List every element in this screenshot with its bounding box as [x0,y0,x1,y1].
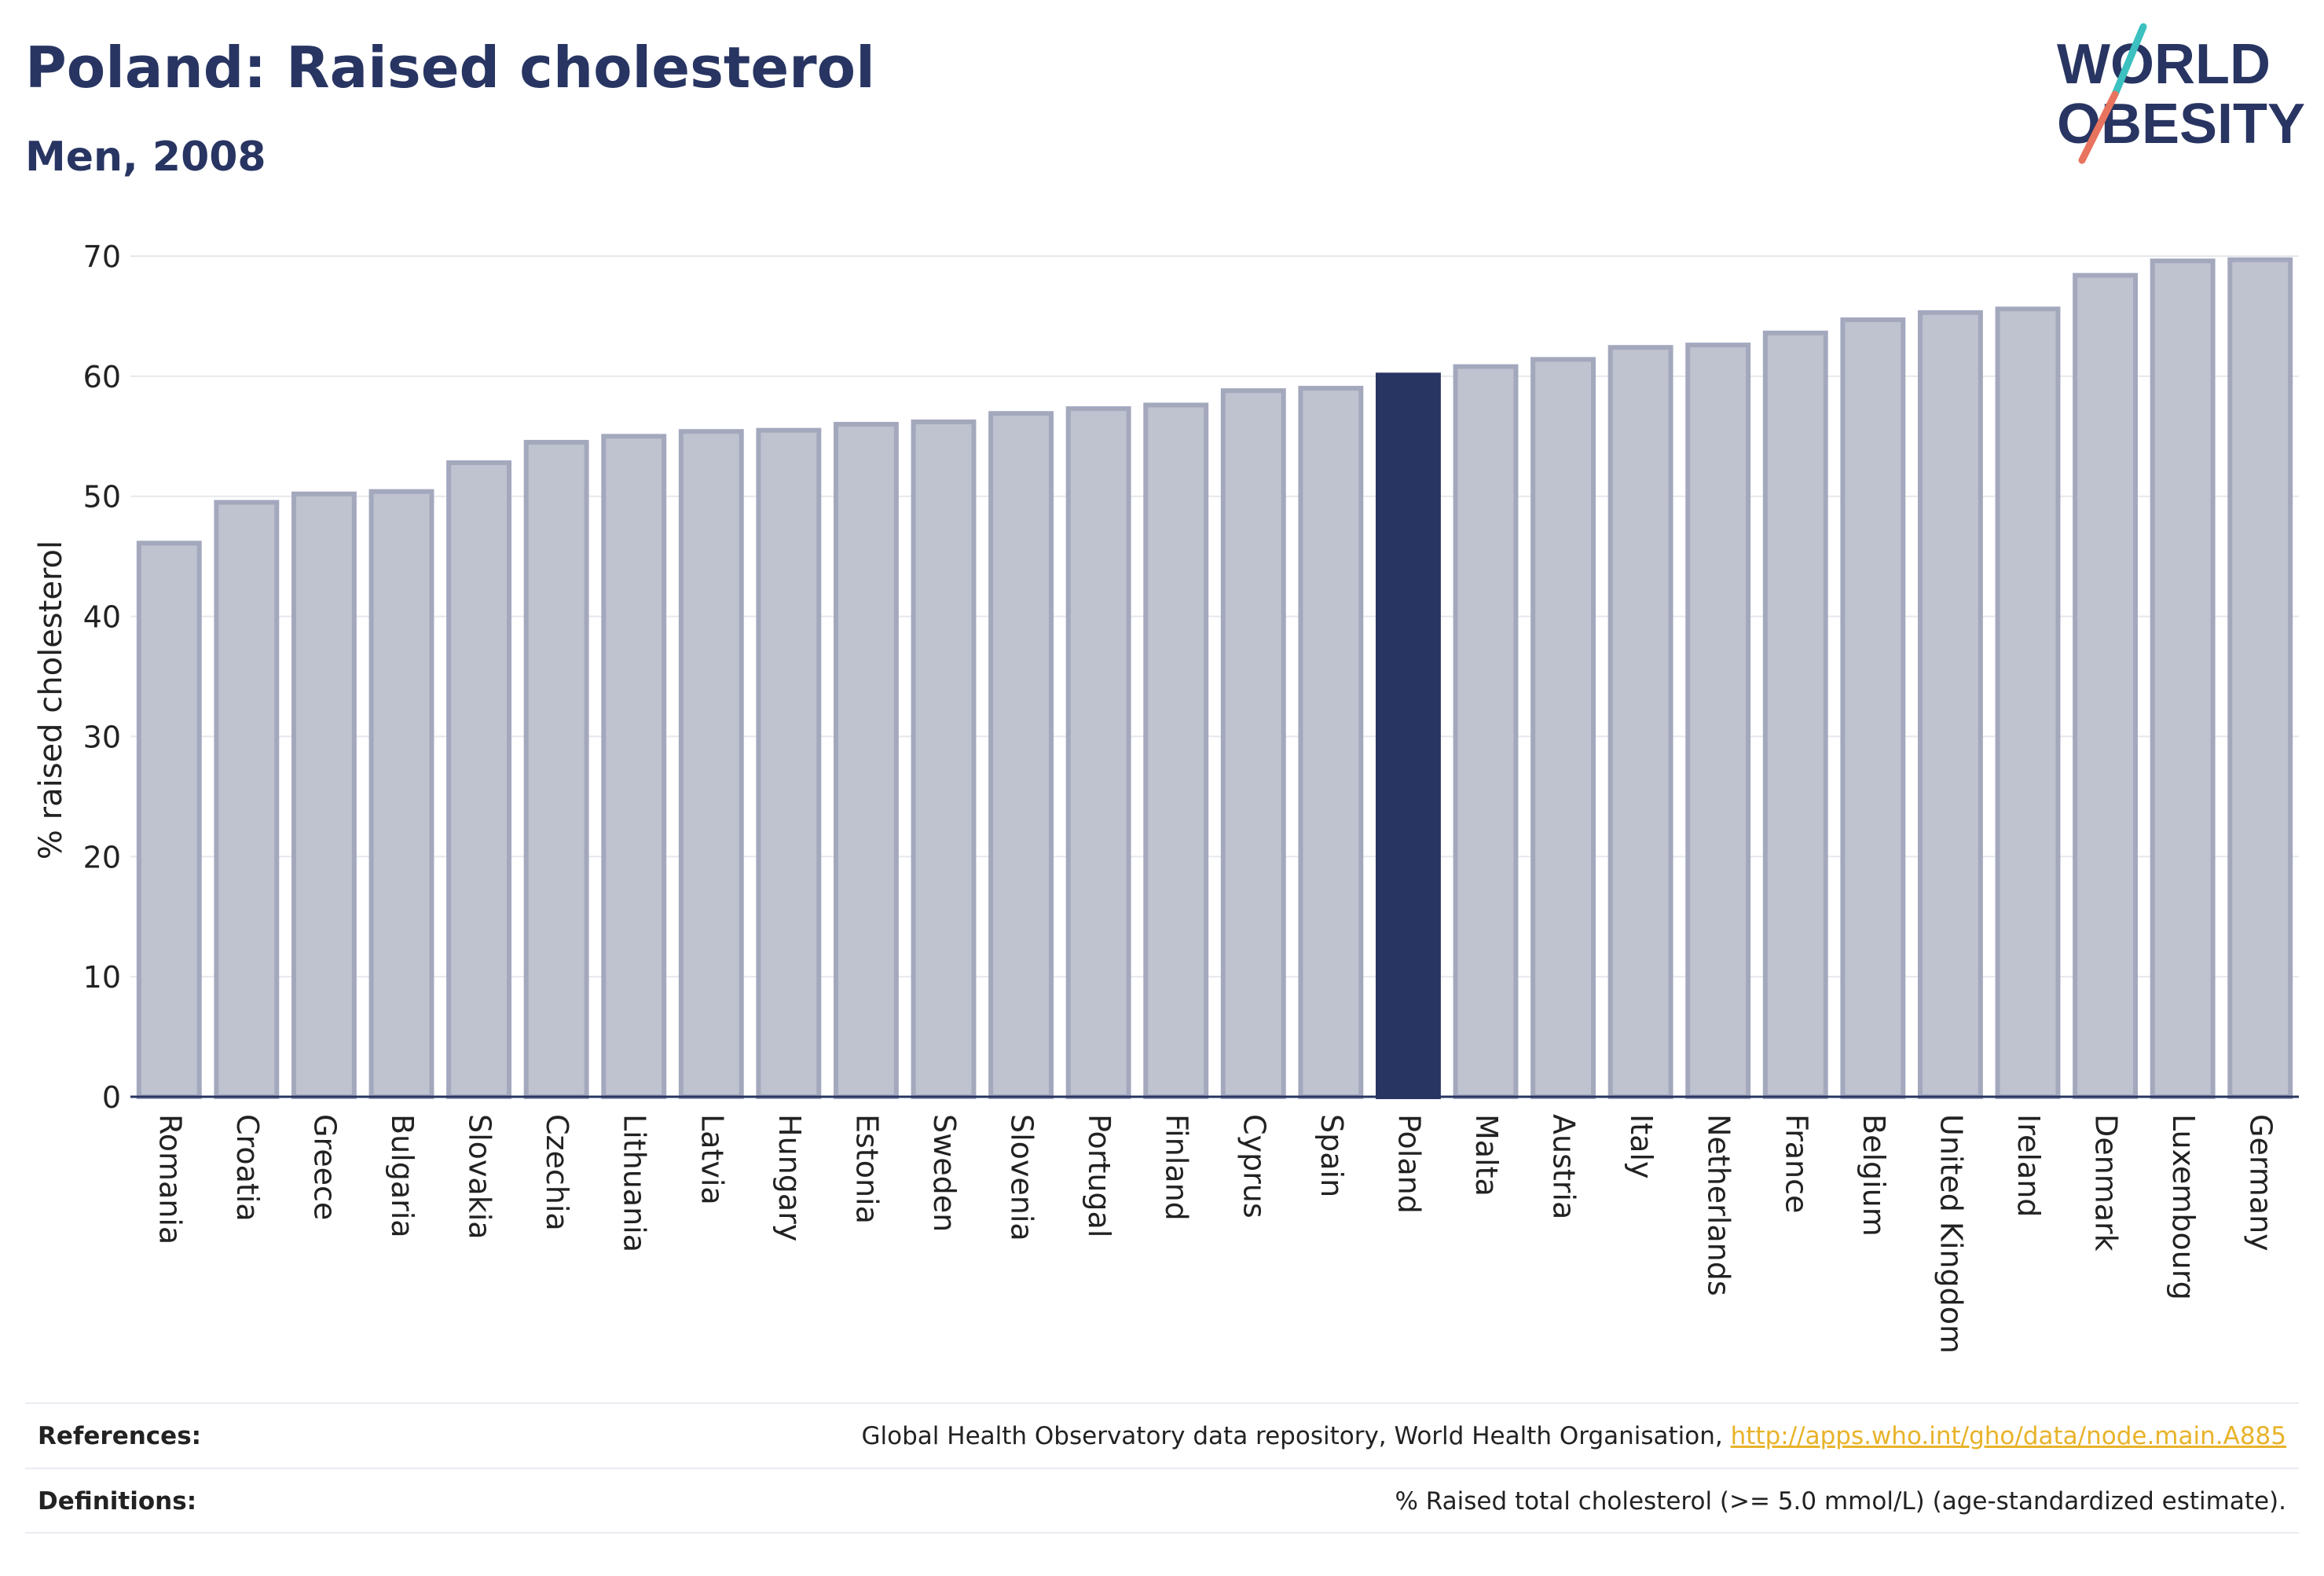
x-tick-label: Poland [1391,1114,1426,1214]
x-tick-label: Portugal [1082,1114,1116,1237]
references-value: Global Health Observatory data repositor… [862,1422,2299,1450]
x-tick-label: Estonia [849,1114,884,1224]
x-axis-labels: Romania Croatia Greece Bulgaria Slovakia Czec… [152,1114,2278,1354]
x-tick-label: Sweden [927,1114,962,1232]
logo-slash-coral [2078,90,2119,164]
x-tick-label: Cyprus [1237,1114,1271,1219]
references-label: References: [38,1422,202,1450]
bar-belgium [1840,317,1906,1099]
references-link[interactable]: http://apps.who.int/gho/data/node.main.A… [1730,1422,2286,1450]
bar-cyprus [1220,388,1286,1099]
x-tick-label: Luxembourg [2166,1114,2201,1300]
x-tick-label: Latvia [695,1114,729,1205]
x-tick-label: Italy [1624,1114,1659,1178]
x-tick-label: Austria [1547,1114,1582,1219]
page-subtitle: Men, 2008 [25,134,266,181]
bar-austria [1530,357,1596,1099]
bar-czechia [523,439,589,1099]
bar-finland [1143,402,1209,1099]
y-axis-ticks: 0 10 20 30 40 50 60 70 [83,240,121,1115]
y-tick-label: 20 [83,840,121,874]
y-tick-label: 10 [83,960,121,995]
x-tick-label: Spain [1314,1114,1349,1197]
bar-chart: 0 10 20 30 40 50 60 70 Romania Croatia Greece Bulg… [33,240,2299,1354]
bar-slovakia [446,460,512,1099]
y-tick-label: 60 [83,360,121,394]
x-tick-label: France [1779,1114,1813,1213]
bar-croatia [214,500,280,1099]
definitions-text: % Raised total cholesterol (>= 5.0 mmol/… [1395,1487,2286,1516]
bar-greece [291,491,357,1099]
x-tick-label: Slovakia [463,1114,497,1240]
y-tick-label: 30 [83,720,121,754]
logo-slash-teal [2111,23,2147,98]
bar-france [1762,330,1828,1100]
x-tick-label: Denmark [2089,1114,2124,1252]
bar-netherlands [1685,343,1751,1100]
bars [136,257,2293,1100]
x-tick-label: Malta [1469,1114,1504,1197]
x-tick-label: United Kingdom [1934,1114,1968,1354]
bar-germany [2227,257,2293,1100]
references-text: Global Health Observatory data repositor… [861,1422,1731,1450]
y-tick-label: 40 [83,600,121,635]
bar-poland [1375,372,1441,1100]
y-tick-label: 0 [102,1080,121,1115]
y-tick-label: 70 [83,240,121,274]
bar-latvia [678,429,744,1099]
bar-spain [1298,386,1364,1099]
definitions-row: Definitions: % Raised total cholesterol … [25,1468,2299,1534]
bar-malta [1453,364,1519,1099]
bar-lithuania [601,434,667,1099]
bar-italy [1607,345,1673,1099]
x-tick-label: Netherlands [1702,1114,1736,1296]
x-tick-label: Ireland [2011,1114,2046,1217]
x-tick-label: Germany [2244,1114,2278,1252]
x-tick-label: Greece [307,1114,342,1220]
x-tick-label: Romania [152,1114,187,1244]
page-title: Poland: Raised cholesterol [25,35,875,101]
bar-hungary [756,427,822,1099]
bar-romania [136,541,202,1099]
footer-divider [25,1532,2299,1534]
x-tick-label: Czechia [540,1114,574,1231]
bar-estonia [833,422,899,1099]
bar-slovenia [988,411,1054,1099]
x-tick-label: Lithuania [618,1114,652,1252]
y-tick-label: 50 [83,480,121,515]
x-tick-label: Bulgaria [385,1114,420,1238]
bar-denmark [2073,273,2139,1099]
bar-ireland [1995,306,2061,1099]
bar-bulgaria [368,489,434,1099]
y-axis-label: % raised cholesterol [33,541,69,859]
bar-united-kingdom [1917,310,1983,1100]
references-row: References: Global Health Observatory da… [25,1402,2299,1468]
x-tick-label: Belgium [1857,1114,1891,1237]
x-tick-label: Croatia [230,1114,265,1222]
logo-text-world: WORLD [2057,33,2271,96]
x-tick-label: Slovenia [1005,1114,1039,1241]
x-tick-label: Finland [1160,1114,1194,1221]
bar-luxembourg [2150,258,2216,1100]
definitions-label: Definitions: [38,1487,197,1516]
bar-sweden [911,419,977,1099]
world-obesity-logo: WORLD OBESITY [2057,23,2305,164]
bar-portugal [1065,406,1131,1099]
x-tick-label: Hungary [772,1114,807,1241]
